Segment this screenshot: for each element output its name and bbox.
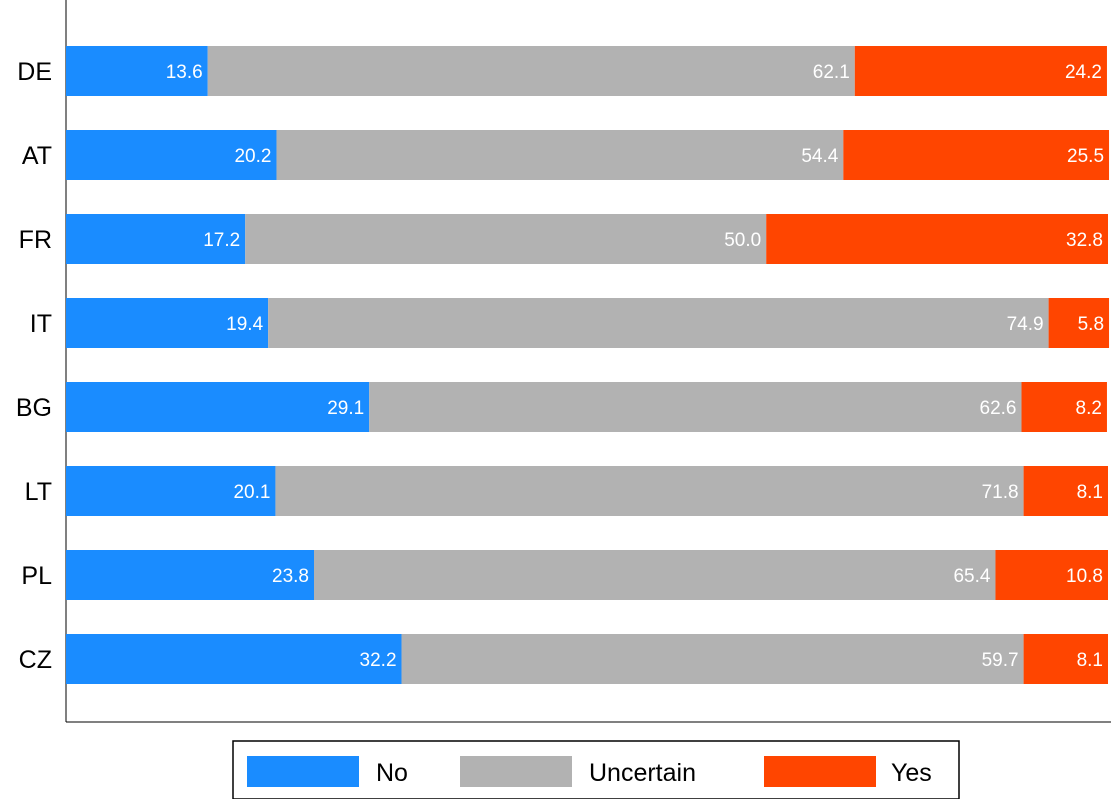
bar-value-label: 8.1 xyxy=(1077,482,1103,503)
bar-value-label: 20.2 xyxy=(234,146,271,167)
category-label: DE xyxy=(17,58,52,86)
bar-segment-no xyxy=(66,550,314,600)
bar-segment-yes xyxy=(1023,466,1108,516)
category-label: PL xyxy=(21,562,52,590)
category-label: FR xyxy=(19,226,52,254)
bar-value-label: 5.8 xyxy=(1078,314,1104,335)
bar-segment-no xyxy=(66,466,276,516)
bar-segment-uncertain xyxy=(401,634,1024,684)
bar-segment-uncertain xyxy=(369,382,1022,432)
bar-segment-uncertain xyxy=(207,46,855,96)
bar-value-label: 25.5 xyxy=(1067,146,1104,167)
bar-value-label: 71.8 xyxy=(982,482,1019,503)
category-labels: DE AT FR IT BG LT PL CZ xyxy=(16,58,52,674)
legend-label-no: No xyxy=(376,759,408,787)
bar-segment-uncertain xyxy=(245,214,767,264)
bar-segment-uncertain xyxy=(276,130,844,180)
bar-segment-yes xyxy=(1021,382,1107,432)
bar-segment-yes xyxy=(854,46,1107,96)
bar-segment-no xyxy=(66,46,208,96)
bar-value-label: 65.4 xyxy=(953,566,990,587)
legend-label-yes: Yes xyxy=(891,759,932,787)
bar-value-label: 8.2 xyxy=(1076,398,1102,419)
bar-segment-no xyxy=(66,382,370,432)
bar-segment-uncertain xyxy=(313,550,996,600)
bar-segment-yes xyxy=(1048,298,1110,348)
bar-value-label: 24.2 xyxy=(1065,62,1102,83)
bar-segment-yes xyxy=(766,214,1108,264)
bar-value-label: 50.0 xyxy=(724,230,761,251)
category-label: CZ xyxy=(19,646,52,674)
bar-value-label: 19.4 xyxy=(226,314,263,335)
bar-segment-no xyxy=(66,298,269,348)
bar-value-label: 8.1 xyxy=(1077,650,1103,671)
category-label: BG xyxy=(16,394,52,422)
bar-value-label: 54.4 xyxy=(801,146,838,167)
bar-segment-uncertain xyxy=(268,298,1049,348)
bar-segment-no xyxy=(66,130,277,180)
bar-value-label: 23.8 xyxy=(272,566,309,587)
legend-swatch-no xyxy=(247,756,359,787)
bar-value-label: 29.1 xyxy=(327,398,364,419)
bar-value-label: 74.9 xyxy=(1007,314,1044,335)
bar-segment-uncertain xyxy=(275,466,1024,516)
bar-value-label: 13.6 xyxy=(166,62,203,83)
legend-swatch-uncertain xyxy=(460,756,572,787)
category-label: LT xyxy=(25,478,52,506)
legend-swatch-yes xyxy=(764,756,876,787)
legend-label-uncertain: Uncertain xyxy=(589,759,696,787)
category-label: IT xyxy=(30,310,52,338)
bar-segment-yes xyxy=(843,130,1110,180)
bar-value-label: 17.2 xyxy=(203,230,240,251)
bar-value-label: 20.1 xyxy=(233,482,270,503)
bar-value-label: 59.7 xyxy=(982,650,1019,671)
bar-group: 13.6 62.1 24.2 20.2 54.4 25.5 17.2 50.0 32.8 19.4… xyxy=(66,46,1110,684)
bar-value-label: 32.8 xyxy=(1066,230,1103,251)
category-label: AT xyxy=(22,142,52,170)
legend: No Uncertain Yes xyxy=(232,740,960,799)
bar-value-label: 32.2 xyxy=(360,650,397,671)
bar-segment-no xyxy=(66,214,246,264)
bar-segment-yes xyxy=(1023,634,1108,684)
bar-segment-yes xyxy=(995,550,1108,600)
bar-value-label: 62.1 xyxy=(813,62,850,83)
bar-value-label: 10.8 xyxy=(1066,566,1103,587)
bar-segment-no xyxy=(66,634,402,684)
bar-value-label: 62.6 xyxy=(980,398,1017,419)
